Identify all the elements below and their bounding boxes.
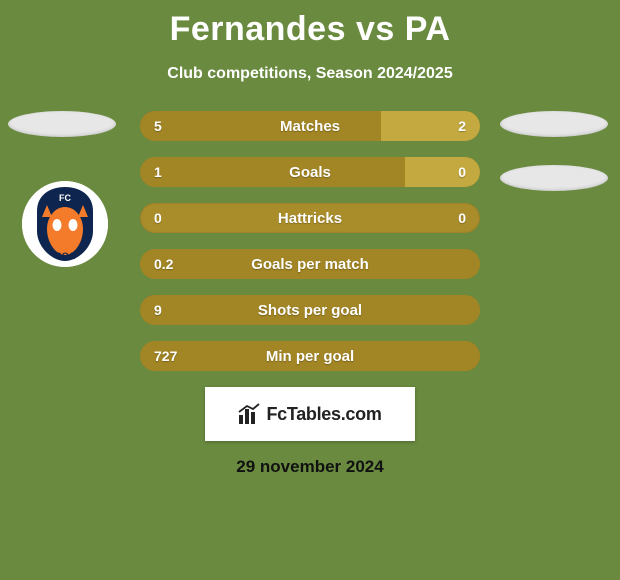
brand-footer[interactable]: FcTables.com	[205, 387, 415, 441]
stat-segment-left	[140, 249, 480, 279]
stat-row: Goals10	[140, 157, 480, 187]
bars-icon	[238, 403, 260, 425]
stat-label: Hattricks	[140, 203, 480, 233]
stat-row: Shots per goal9	[140, 295, 480, 325]
comparison-area: FC GOA Matches52 Goals10 Hattricks0 0 Goals …	[0, 111, 620, 371]
stat-segment-right	[405, 157, 480, 187]
stat-segment-right	[381, 111, 480, 141]
stat-segment-left	[140, 341, 480, 371]
page-title: Fernandes vs PA	[0, 0, 620, 49]
stat-row: Matches52	[140, 111, 480, 141]
badge-text-top: FC	[59, 193, 71, 203]
page-subtitle: Club competitions, Season 2024/2025	[0, 65, 620, 83]
stat-row: Goals per match0.2	[140, 249, 480, 279]
footer-date: 29 november 2024	[0, 457, 620, 477]
stat-segment-left	[140, 157, 405, 187]
avatar-placeholder-left	[8, 111, 116, 137]
badge-text-bot: GOA	[55, 251, 76, 261]
avatar-placeholder-right-top	[500, 111, 608, 137]
stat-segment-left	[140, 111, 381, 141]
stat-value-left: 0	[154, 203, 162, 233]
stat-segment-left	[140, 295, 480, 325]
badge-eye-left	[53, 219, 62, 231]
badge-eye-right	[69, 219, 78, 231]
stat-row: Min per goal727	[140, 341, 480, 371]
avatar-placeholder-right-bot	[500, 165, 608, 191]
stat-value-right: 0	[458, 203, 466, 233]
club-badge-left: FC GOA	[22, 181, 108, 267]
brand-text: FcTables.com	[266, 404, 381, 425]
stat-row: Hattricks0 0	[140, 203, 480, 233]
stat-bars: Matches52 Goals10 Hattricks0 0 Goals per mat…	[140, 111, 480, 371]
